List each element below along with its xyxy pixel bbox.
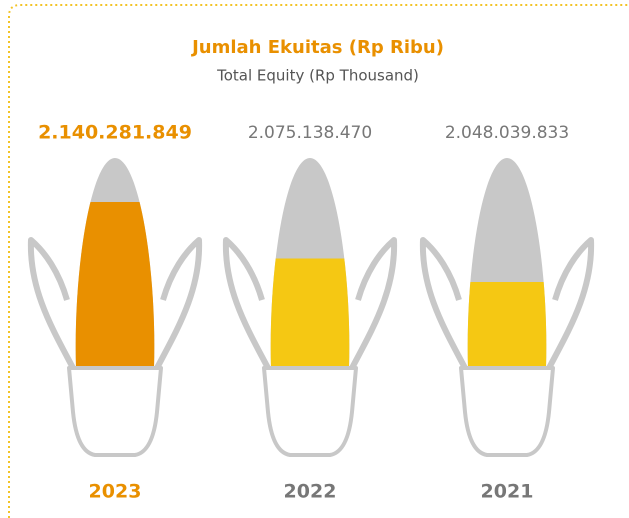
leaf [352,240,394,368]
cup [264,368,356,455]
x-tick-label: 2021 [481,481,534,503]
x-tick-label: 2023 [89,481,142,503]
x-tick-label: 2022 [284,481,337,503]
leaf [31,240,73,368]
chart-subtitle: Total Equity (Rp Thousand) [216,67,419,85]
value-label: 2.048.039.833 [445,123,569,143]
cup [461,368,553,455]
corn-fill [70,202,160,368]
corn-fill [462,282,552,368]
leaf [226,240,268,368]
leaf [423,240,465,368]
value-label: 2.140.281.849 [38,122,192,144]
value-label: 2.075.138.470 [248,123,372,143]
cup [69,368,161,455]
chart: Jumlah Ekuitas (Rp Ribu) Total Equity (R… [0,0,629,518]
chart-title: Jumlah Ekuitas (Rp Ribu) [190,37,444,58]
leaf [549,240,591,368]
corn-fill [265,258,355,368]
leaf [157,240,199,368]
